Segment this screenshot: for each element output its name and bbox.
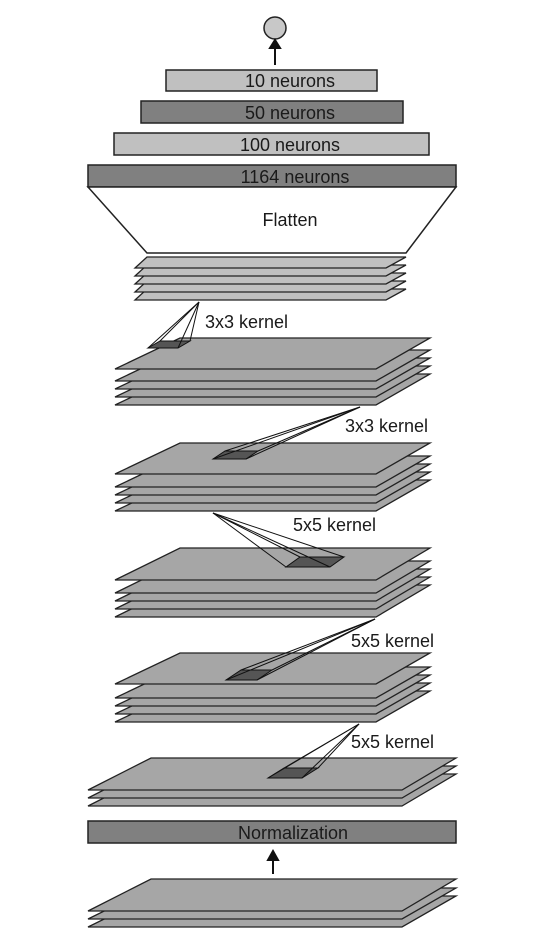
kernel-conv5-label: 3x3 kernel (205, 312, 288, 332)
dense-100-layer: 100 neurons (113, 132, 430, 156)
normalized-input-stack (87, 757, 459, 807)
kernel-conv3 (212, 512, 346, 568)
dense-10-layer: 10 neurons (165, 69, 378, 92)
flatten-label: Flatten (262, 210, 317, 230)
dense-50-layer: 50 neurons (140, 100, 404, 124)
kernel-conv3-label: 5x5 kernel (293, 515, 376, 535)
dense-1164-layer: 1164 neurons (87, 164, 457, 188)
conv-layer-2-stack (114, 547, 433, 618)
conv-layer-1-stack (114, 652, 433, 723)
kernel-conv2-label: 5x5 kernel (351, 631, 434, 651)
input-arrow (266, 848, 280, 874)
input-image-planes (87, 878, 459, 928)
dense-50-label: 50 neurons (245, 103, 335, 123)
kernel-conv4 (211, 406, 361, 460)
conv-layer-5-stack (133, 256, 407, 301)
output-arrow (268, 38, 282, 65)
kernel-conv5 (146, 301, 200, 349)
conv-layer-3-stack (114, 442, 433, 512)
kernel-conv4-label: 3x3 kernel (345, 416, 428, 436)
conv-layer-4-stack (114, 337, 433, 406)
dense-10-label: 10 neurons (245, 71, 335, 91)
normalization-layer: Normalization (87, 820, 457, 844)
kernel-conv2 (224, 618, 376, 681)
output-node (263, 16, 287, 40)
dense-100-label: 100 neurons (240, 135, 340, 155)
dense-1164-label: 1164 neurons (241, 167, 350, 187)
normalization-label: Normalization (238, 823, 348, 843)
kernel-conv1-label: 5x5 kernel (351, 732, 434, 752)
flatten-layer: Flatten (86, 186, 458, 254)
kernel-conv1 (266, 723, 360, 779)
